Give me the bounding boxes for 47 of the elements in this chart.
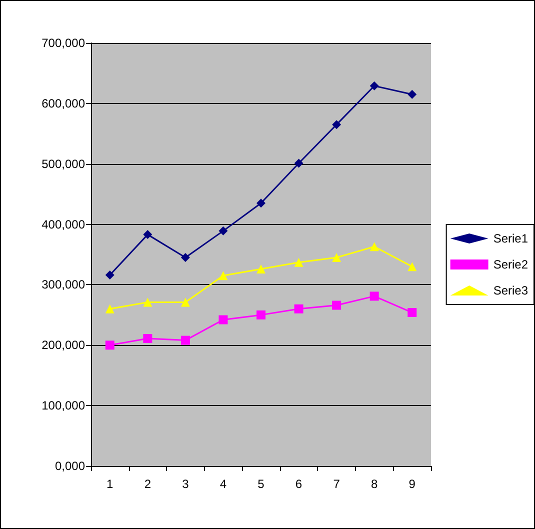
point xyxy=(370,81,379,90)
point xyxy=(332,300,342,310)
x-tick-label: 5 xyxy=(258,477,265,491)
legend-label: Serie2 xyxy=(493,258,528,272)
legend-label: Serie1 xyxy=(493,232,528,246)
point xyxy=(218,226,228,236)
point xyxy=(218,271,228,280)
point xyxy=(408,262,417,272)
point xyxy=(218,315,228,324)
point xyxy=(143,334,152,343)
x-tick-label: 8 xyxy=(370,477,378,491)
point xyxy=(105,340,114,350)
point xyxy=(370,292,379,301)
point xyxy=(105,270,114,280)
y-tick-label: 200,000 xyxy=(42,338,86,352)
legend-label: Serie3 xyxy=(493,284,528,298)
point xyxy=(180,298,190,307)
y-tick-label: 700,000 xyxy=(42,36,86,50)
point xyxy=(256,264,266,274)
point xyxy=(105,304,114,314)
point xyxy=(408,90,417,99)
y-tick-label: 400,000 xyxy=(42,217,86,232)
point xyxy=(332,120,342,130)
y-tick-label: 100,000 xyxy=(42,398,86,413)
x-tick-label: 7 xyxy=(333,477,340,491)
point xyxy=(408,308,417,318)
point xyxy=(143,230,152,240)
point xyxy=(370,242,379,252)
point xyxy=(180,253,190,262)
point xyxy=(143,298,152,307)
x-tick-label: 4 xyxy=(220,477,227,491)
y-tick-label: 0,000 xyxy=(54,459,86,473)
point xyxy=(180,336,190,345)
x-tick-label: 3 xyxy=(182,477,190,491)
x-tick-label: 1 xyxy=(106,477,114,491)
y-tick-label: 500,000 xyxy=(42,156,86,171)
x-tick-label: 9 xyxy=(408,477,416,491)
x-tick-label: 6 xyxy=(295,477,302,491)
point xyxy=(294,304,304,314)
point xyxy=(332,253,342,262)
y-tick-label: 600,000 xyxy=(42,96,86,110)
point xyxy=(294,158,304,168)
x-tick-label: 2 xyxy=(144,477,152,491)
point xyxy=(256,310,266,320)
y-tick-label: 300,000 xyxy=(42,278,86,292)
point xyxy=(294,258,304,267)
point xyxy=(256,198,266,208)
